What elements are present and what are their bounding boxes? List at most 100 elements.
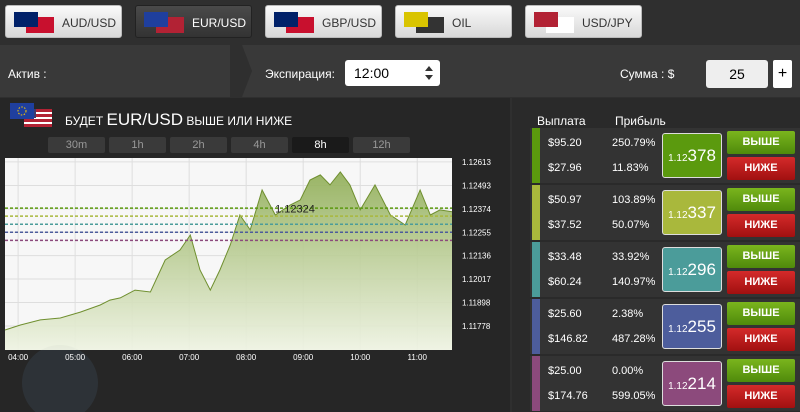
asset-label: Актив :: [8, 67, 47, 81]
up-profit: 0.00%: [612, 365, 644, 377]
up-profit: 250.79%: [612, 137, 656, 149]
asset-tab[interactable]: EUR/USD: [135, 5, 252, 38]
y-tick-label: 1.12255: [462, 228, 491, 237]
color-strip: [532, 128, 540, 183]
up-payout: $33.48: [548, 251, 582, 263]
icon-front: [14, 12, 38, 27]
price-big: 214: [687, 374, 716, 393]
title-suffix: ВЫШЕ ИЛИ НИЖЕ: [186, 114, 293, 128]
option-row: $95.20 250.79% $27.96 11.83% 1.12378 ВЫШЕ НИЖЕ: [530, 128, 800, 183]
expiry-select[interactable]: 12:00: [345, 60, 440, 86]
timeframe-button[interactable]: 1h: [109, 137, 166, 153]
price-big: 337: [687, 203, 716, 222]
down-payout: $27.96: [548, 162, 582, 174]
up-profit: 33.92%: [612, 251, 650, 263]
x-tick-label: 06:00: [122, 353, 143, 362]
option-row: $25.00 0.00% $174.76 599.05% 1.12214 ВЫШЕ НИЖЕ: [530, 356, 800, 411]
up-payout: $25.60: [548, 308, 582, 320]
up-button[interactable]: ВЫШЕ: [727, 245, 795, 268]
option-row: $33.48 33.92% $60.24 140.97% 1.12296 ВЫШЕ НИЖЕ: [530, 242, 800, 297]
tab-label: EUR/USD: [192, 16, 247, 30]
tab-label: USD/JPY: [582, 16, 633, 30]
plus-button[interactable]: +: [773, 60, 792, 88]
down-button[interactable]: НИЖЕ: [727, 214, 795, 237]
amount-input[interactable]: 25: [706, 60, 768, 88]
timeframe-button[interactable]: 8h: [292, 137, 349, 153]
down-button[interactable]: НИЖЕ: [727, 157, 795, 180]
down-profit: 487.28%: [612, 333, 656, 345]
icon-front: [534, 12, 558, 27]
price-big: 255: [687, 317, 716, 336]
timeframe-button[interactable]: 12h: [353, 137, 410, 153]
timeframe-button[interactable]: 30m: [48, 137, 105, 153]
icon-front: [274, 12, 298, 27]
title-prefix: БУДЕТ: [65, 114, 104, 128]
price-chart: 1.12613 1.12493 1.12374 1.12255 1.12136 1.120…: [4, 158, 491, 412]
payout-header: Выплата: [537, 114, 586, 128]
strike-price: 1.12378: [662, 133, 722, 178]
up-button[interactable]: ВЫШЕ: [727, 359, 795, 382]
color-strip: [532, 185, 540, 240]
up-payout: $25.00: [548, 365, 582, 377]
y-tick-label: 1.12017: [462, 275, 491, 284]
down-profit: 11.83%: [612, 162, 649, 174]
asset-tab[interactable]: GBP/USD: [265, 5, 382, 38]
select-arrows: [425, 66, 433, 80]
price-small: 1.12: [668, 381, 688, 392]
asset-tab[interactable]: USD/JPY: [525, 5, 642, 38]
expiry-value: 12:00: [354, 65, 390, 81]
up-button[interactable]: ВЫШЕ: [727, 188, 795, 211]
up-button[interactable]: ВЫШЕ: [727, 131, 795, 154]
amount-label: Сумма : $: [620, 67, 675, 81]
up-payout: $95.20: [548, 137, 582, 149]
asset-tab[interactable]: AUD/USD: [5, 5, 122, 38]
up-button[interactable]: ВЫШЕ: [727, 302, 795, 325]
expiry-label: Экспирация:: [265, 67, 335, 81]
y-tick-label: 1.11778: [462, 322, 491, 331]
tab-icon: [404, 12, 444, 33]
y-tick-label: 1.12136: [462, 252, 491, 261]
price-small: 1.12: [668, 210, 688, 221]
asset-tab[interactable]: OIL: [395, 5, 512, 38]
down-profit: 599.05%: [612, 390, 656, 402]
toolbar: Актив : Экспирация: 12:00 Сумма : $ 25 +: [0, 45, 800, 97]
price-big: 296: [687, 260, 716, 279]
down-profit: 50.07%: [612, 219, 650, 231]
watermark-globe: [22, 345, 98, 412]
price-line: [4, 171, 453, 331]
current-price: 1.12324: [275, 204, 315, 216]
price-small: 1.12: [668, 267, 688, 278]
x-tick-label: 10:00: [350, 353, 371, 362]
tab-icon: [274, 12, 314, 33]
color-strip: [532, 299, 540, 354]
tab-icon: [534, 12, 574, 33]
x-tick-label: 09:00: [293, 353, 314, 362]
tab-label: OIL: [452, 16, 472, 30]
y-tick-label: 1.12374: [462, 205, 491, 214]
timeframe-button[interactable]: 2h: [170, 137, 227, 153]
x-tick-label: 08:00: [236, 353, 257, 362]
tab-label: GBP/USD: [322, 16, 377, 30]
y-tick-label: 1.11898: [462, 298, 491, 307]
color-strip: [532, 356, 540, 411]
icon-front: [144, 12, 168, 27]
up-payout: $50.97: [548, 194, 582, 206]
strike-price: 1.12255: [662, 304, 722, 349]
down-profit: 140.97%: [612, 276, 656, 288]
tab-icon: [144, 12, 184, 33]
tab-icon: [14, 12, 54, 33]
price-big: 378: [687, 146, 716, 165]
down-payout: $60.24: [548, 276, 582, 288]
timeframe-button[interactable]: 4h: [231, 137, 288, 153]
option-row: $50.97 103.89% $37.52 50.07% 1.12337 ВЫШЕ НИЖЕ: [530, 185, 800, 240]
tab-label: AUD/USD: [62, 16, 117, 30]
strike-price: 1.12337: [662, 190, 722, 235]
down-button[interactable]: НИЖЕ: [727, 328, 795, 351]
x-tick-label: 05:00: [65, 353, 86, 362]
y-tick-label: 1.12493: [462, 182, 491, 191]
down-button[interactable]: НИЖЕ: [727, 385, 795, 408]
x-tick-label: 04:00: [8, 353, 29, 362]
up-profit: 103.89%: [612, 194, 656, 206]
down-button[interactable]: НИЖЕ: [727, 271, 795, 294]
